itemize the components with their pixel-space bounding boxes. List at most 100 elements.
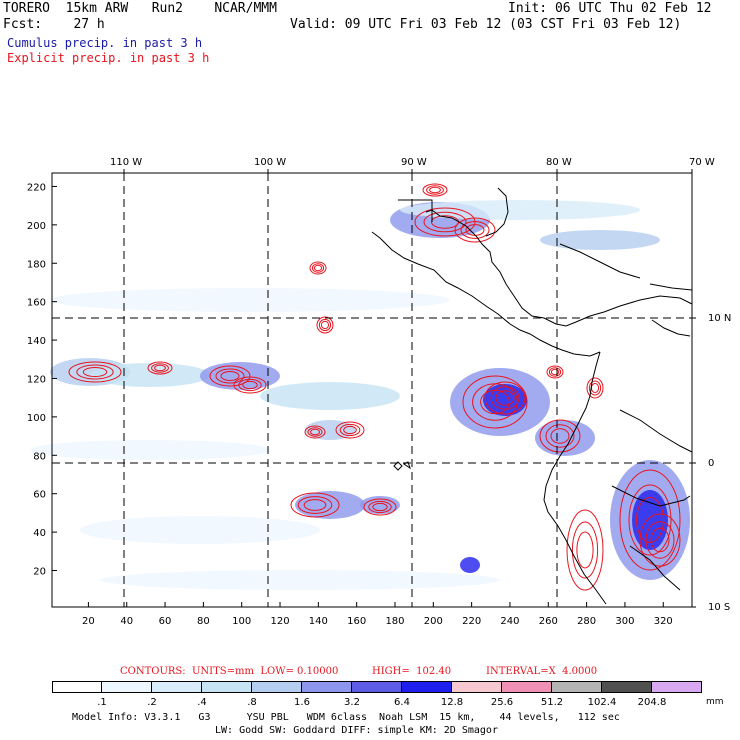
precip-contour <box>76 364 114 380</box>
y-tick-label: 80 <box>33 451 46 462</box>
x-tick-label: 180 <box>385 616 404 627</box>
colorbar-label: .8 <box>247 697 257 708</box>
colorbar-swatch <box>202 681 252 693</box>
cumulus-precip-field <box>30 200 690 590</box>
precip-contour <box>571 521 599 579</box>
precip-contour <box>154 364 166 372</box>
precip-contour <box>233 376 267 394</box>
precip-area <box>50 288 450 312</box>
colorbar-label: .2 <box>147 697 157 708</box>
colorbar-label: 102.4 <box>587 697 617 708</box>
precip-area <box>100 570 500 590</box>
colorbar-label: .1 <box>97 697 107 708</box>
precip-contour <box>546 365 564 379</box>
precip-area <box>483 384 527 416</box>
precip-contour <box>423 211 467 233</box>
explicit-precip-contours <box>68 183 681 591</box>
precip-contour <box>68 361 122 383</box>
precip-contour <box>566 509 604 591</box>
x-tick-label: 220 <box>462 616 481 627</box>
precip-contour <box>550 368 560 376</box>
colorbar-swatch <box>352 681 402 693</box>
precip-area <box>540 230 660 250</box>
contour-interval: INTERVAL=X 4.0000 <box>486 666 598 677</box>
precip-contour <box>426 185 444 195</box>
precip-contour <box>628 484 672 556</box>
model-physics: LW: Godd SW: Goddard DIFF: simple KM: 2D… <box>215 725 498 736</box>
colorbar-swatch <box>252 681 302 693</box>
precip-contour <box>545 424 575 448</box>
x-tick-label: 240 <box>500 616 519 627</box>
x-tick-label: 280 <box>577 616 596 627</box>
colorbar-swatch <box>652 681 702 693</box>
precip-contour <box>636 497 664 543</box>
precip-area <box>295 491 365 519</box>
precip-contour <box>586 377 604 399</box>
colorbar-swatch <box>452 681 502 693</box>
x-tick-label: 320 <box>654 616 673 627</box>
precip-contour <box>548 367 562 377</box>
colorbar-label: 204.8 <box>637 697 667 708</box>
precip-contour <box>82 367 108 377</box>
y-tick-label: 140 <box>27 336 46 347</box>
precip-contour <box>290 492 340 518</box>
model-info: Model Info: V3.3.1 G3 YSU PBL WDM 6class… <box>72 712 620 723</box>
x-tick-label: 80 <box>197 616 210 627</box>
precip-contour <box>238 378 262 392</box>
contour-high: HIGH= 102.40 <box>372 666 452 677</box>
colorbar-label: 3.2 <box>344 697 360 708</box>
colorbar-swatch <box>52 681 102 693</box>
colorbar-label: 12.8 <box>440 697 464 708</box>
colorbar-swatch <box>552 681 602 693</box>
colorbar-label: .4 <box>197 697 207 708</box>
precip-area <box>632 490 668 550</box>
x-tick-label: 200 <box>424 616 443 627</box>
forecast-hour: Fcst: 27 h <box>3 17 105 32</box>
model-title: TORERO 15km ARW Run2 NCAR/MMM <box>3 1 277 16</box>
precip-contour <box>151 363 169 373</box>
legend-cumulus: Cumulus precip. in past 3 h <box>7 36 203 50</box>
precip-contour <box>215 368 245 384</box>
precip-contour <box>484 381 526 415</box>
x-tick-label: 20 <box>82 616 95 627</box>
y-tick-label: 40 <box>33 528 46 539</box>
lon-label: 90 W <box>401 157 427 168</box>
precip-contour <box>242 380 258 390</box>
y-tick-label: 20 <box>33 567 46 578</box>
precip-contour <box>539 419 581 453</box>
precip-contour <box>460 221 490 239</box>
valid-time: Valid: 09 UTC Fri 03 Feb 12 (03 CST Fri … <box>290 17 682 32</box>
precip-contour <box>490 386 520 410</box>
colorbar-label: 6.4 <box>394 697 410 708</box>
lat-label: 0 <box>708 458 715 469</box>
precip-area <box>30 440 270 460</box>
coastlines <box>371 187 693 605</box>
init-time: Init: 06 UTC Thu 02 Feb 12 <box>508 1 712 16</box>
precip-contour <box>639 513 681 567</box>
colorbar-unit: mm <box>706 697 724 707</box>
precip-contour <box>343 425 357 435</box>
lon-label: 70 W <box>689 157 715 168</box>
x-tick-label: 160 <box>347 616 366 627</box>
precip-contour <box>590 383 600 393</box>
lon-label: 110 W <box>110 157 143 168</box>
precip-contour <box>311 263 325 273</box>
precip-contour <box>363 498 397 516</box>
colorbar-swatch <box>302 681 352 693</box>
precip-contour <box>650 527 670 553</box>
precip-contour <box>320 320 330 330</box>
colorbar-label: 51.2 <box>540 697 564 708</box>
map-frame <box>51 172 693 608</box>
precip-contour <box>209 365 251 387</box>
precip-contour <box>313 264 323 272</box>
precip-area <box>460 557 480 573</box>
x-tick-label: 140 <box>309 616 328 627</box>
precip-contour <box>422 183 448 197</box>
y-tick-label: 220 <box>27 182 46 193</box>
precip-contour <box>454 217 496 243</box>
colorbar-swatch <box>602 681 652 693</box>
y-tick-label: 60 <box>33 490 46 501</box>
precip-contour <box>495 390 515 406</box>
x-tick-label: 100 <box>232 616 251 627</box>
